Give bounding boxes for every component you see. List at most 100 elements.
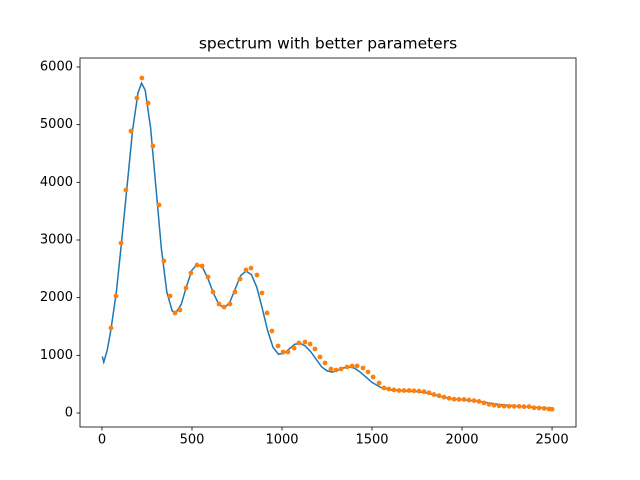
data-point xyxy=(150,143,156,149)
data-point xyxy=(302,339,308,345)
model-line xyxy=(101,81,553,410)
data-point xyxy=(431,392,437,397)
data-point xyxy=(243,267,249,273)
data-point xyxy=(280,349,286,355)
data-point xyxy=(446,395,452,401)
data-point xyxy=(391,387,397,393)
plot-frame xyxy=(79,57,577,428)
data-point xyxy=(506,403,512,409)
data-point xyxy=(381,385,387,391)
data-point xyxy=(396,388,402,393)
data-point xyxy=(521,404,527,410)
data-point xyxy=(501,403,507,409)
data-point xyxy=(386,386,392,392)
data-point xyxy=(370,374,376,380)
y-tick-label: 2000 xyxy=(40,290,73,305)
data-point xyxy=(516,403,522,409)
data-point xyxy=(481,400,487,406)
data-point xyxy=(199,263,205,269)
y-tick-label: 6000 xyxy=(40,59,73,74)
data-point xyxy=(333,367,339,373)
data-point xyxy=(338,366,344,372)
data-point xyxy=(344,364,350,370)
data-point xyxy=(461,397,467,402)
data-point xyxy=(134,95,140,101)
x-tick-label: 500 xyxy=(180,433,205,448)
y-tick-label: 3000 xyxy=(40,232,73,247)
data-point xyxy=(275,343,281,349)
x-tick-label: 1000 xyxy=(265,433,298,448)
data-point xyxy=(128,128,134,134)
data-point xyxy=(227,301,233,307)
data-point xyxy=(496,403,502,409)
data-point xyxy=(426,390,432,396)
data-point xyxy=(237,276,243,282)
data-point xyxy=(254,272,260,278)
data-point xyxy=(328,366,334,372)
data-point xyxy=(145,100,151,106)
data-point xyxy=(269,328,275,334)
data-point xyxy=(205,274,211,280)
y-tick-label: 5000 xyxy=(40,117,73,132)
data-point xyxy=(401,388,407,393)
data-point xyxy=(466,397,472,403)
data-point xyxy=(194,262,200,268)
data-point xyxy=(172,310,178,316)
data-point xyxy=(526,404,532,410)
data-point xyxy=(232,289,238,295)
x-tick-label: 0 xyxy=(98,433,106,448)
x-tick-label: 2500 xyxy=(536,433,569,448)
data-point xyxy=(536,405,542,411)
data-point xyxy=(291,345,297,351)
data-point xyxy=(210,289,216,295)
data-point xyxy=(312,346,318,352)
data-point xyxy=(416,388,422,394)
data-point xyxy=(307,341,313,347)
data-point xyxy=(108,325,114,331)
data-point xyxy=(221,304,227,310)
data-point xyxy=(365,369,371,375)
data-point xyxy=(531,405,537,411)
data-point xyxy=(436,393,442,399)
data-point xyxy=(322,360,328,366)
chart-title: spectrum with better parameters xyxy=(199,35,457,53)
data-point xyxy=(511,403,517,409)
data-point xyxy=(406,388,412,393)
data-point xyxy=(456,397,462,402)
y-tick-label: 4000 xyxy=(40,175,73,190)
data-point xyxy=(451,396,457,402)
x-tick-label: 2000 xyxy=(445,433,478,448)
data-point xyxy=(113,293,119,299)
data-point xyxy=(541,405,547,411)
data-point xyxy=(183,285,189,291)
data-point xyxy=(259,290,265,296)
y-tick-label: 0 xyxy=(65,405,73,420)
data-point xyxy=(156,202,162,208)
data-point xyxy=(167,293,173,299)
data-point xyxy=(177,307,183,313)
data-point xyxy=(441,394,447,400)
data-point xyxy=(123,187,129,193)
data-point xyxy=(549,406,555,412)
data-point xyxy=(486,401,492,407)
data-point xyxy=(118,240,124,246)
data-point xyxy=(491,402,497,408)
data-point xyxy=(349,363,355,369)
y-tick-label: 1000 xyxy=(40,348,73,363)
data-point xyxy=(285,349,291,355)
data-point xyxy=(476,399,482,404)
data-point xyxy=(354,363,360,369)
data-point xyxy=(471,398,477,403)
data-point xyxy=(161,258,167,264)
data-point xyxy=(411,388,417,394)
data-point xyxy=(317,354,323,360)
data-point xyxy=(421,389,427,395)
data-point xyxy=(216,301,222,307)
data-point xyxy=(248,265,254,271)
x-tick-label: 1500 xyxy=(355,433,388,448)
data-point xyxy=(264,310,270,316)
data-point xyxy=(296,340,302,346)
data-point xyxy=(139,75,145,81)
data-point xyxy=(188,270,194,276)
